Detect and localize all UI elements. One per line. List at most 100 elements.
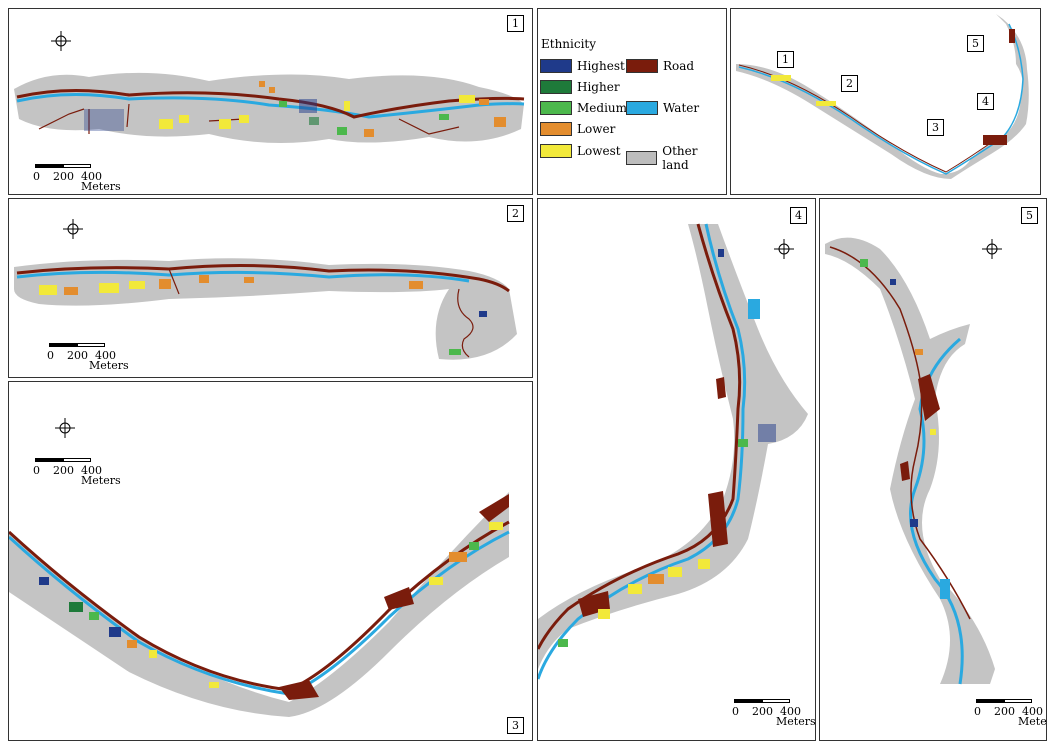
legend-item-water: Water	[626, 101, 699, 115]
map-panel-2-canvas	[14, 258, 517, 360]
scale-tick-200: 200	[994, 705, 1015, 718]
scale-tick-200: 200	[53, 464, 74, 477]
road-wide	[716, 377, 726, 399]
building-cluster-1	[84, 81, 506, 137]
legend-title: Ethnicity	[541, 37, 597, 51]
scale-tick-0: 0	[47, 349, 54, 362]
other-land-area	[825, 237, 995, 685]
road-wide	[900, 461, 910, 481]
scale-bar: 0 200 400 Meters	[33, 458, 121, 490]
legend-item-medium: Medium	[540, 101, 627, 115]
legend-label: Other land	[662, 144, 698, 172]
panel-number: 1	[507, 15, 524, 32]
overview-key-5: 5	[967, 35, 984, 52]
water-river	[538, 223, 747, 680]
road-main	[538, 223, 742, 650]
legend-panel: Ethnicity Highest Higher Medium Lower Lo…	[537, 8, 727, 195]
map-panel-3-canvas	[9, 492, 510, 717]
road-wide	[708, 491, 728, 547]
overview-river	[738, 23, 1024, 175]
map-panel-4-canvas	[538, 223, 808, 680]
scale-unit: Meters	[1018, 715, 1047, 728]
legend-swatch	[626, 59, 658, 73]
road-branch	[168, 268, 474, 358]
legend-swatch	[540, 122, 572, 136]
north-arrow-compass-icon	[774, 239, 794, 259]
legend-item-lowest: Lowest	[540, 144, 621, 158]
map-panel-3: 3 0 200 400 Meters	[8, 381, 533, 741]
panel-number: 5	[1021, 207, 1038, 224]
legend-swatch	[540, 80, 572, 94]
scale-bar: 0 200 400 Meters	[33, 164, 121, 194]
building-cluster-5	[860, 259, 950, 599]
map-panel-4: 4 0 200 400 Meters	[537, 198, 816, 741]
legend-swatch	[540, 59, 572, 73]
scale-unit: Meters	[776, 715, 816, 728]
map-panel-5-canvas	[825, 237, 995, 685]
legend-item-highest: Highest	[540, 59, 625, 73]
panel-number: 2	[507, 205, 524, 222]
scale-bar: 0 200 400 Meters	[974, 699, 1047, 733]
scale-tick-200: 200	[752, 705, 773, 718]
scale-tick-0: 0	[732, 705, 739, 718]
scale-unit: Meters	[81, 474, 121, 487]
map-panel-1-canvas	[14, 72, 525, 143]
building-cluster-4	[558, 249, 776, 647]
scale-tick-0: 0	[974, 705, 981, 718]
water-pond	[748, 299, 760, 319]
panel-number: 3	[507, 717, 524, 734]
legend-item-other-land: Other land	[626, 144, 726, 172]
scale-bar: 0 200 400 Meters	[47, 343, 129, 375]
road-wide	[384, 587, 414, 610]
legend-item-lower: Lower	[540, 122, 615, 136]
scale-tick-400: 400	[81, 170, 102, 183]
overview-land	[736, 14, 1029, 179]
scale-bar: 0 200 400 Meters	[732, 699, 816, 733]
legend-swatch	[626, 151, 658, 165]
legend-label: Highest	[577, 59, 625, 73]
scale-tick-400: 400	[780, 705, 801, 718]
water-river	[16, 270, 470, 283]
scale-tick-400: 400	[95, 349, 116, 362]
scale-unit: Meters	[89, 359, 129, 372]
legend-swatch	[626, 101, 658, 115]
north-arrow-compass-icon	[51, 31, 71, 51]
north-arrow-compass-icon	[63, 219, 83, 239]
north-arrow-compass-icon	[55, 418, 75, 438]
overview-panel: 1 2 3 4 5	[730, 8, 1041, 195]
overview-key-3: 3	[927, 119, 944, 136]
legend-item-road: Road	[626, 59, 694, 73]
other-land-area	[14, 72, 524, 143]
legend-label: Medium	[577, 101, 628, 115]
overview-key-2: 2	[841, 75, 858, 92]
scale-tick-0: 0	[33, 170, 40, 183]
scale-unit: Meters	[81, 180, 121, 193]
building-cluster-3	[39, 522, 503, 688]
map-panel-5: 5 0 200 400 Meters	[819, 198, 1047, 741]
legend-label: Lower	[577, 122, 616, 136]
scale-tick-400: 400	[1022, 705, 1043, 718]
legend-label: Higher	[577, 80, 620, 94]
road-main	[16, 263, 510, 293]
legend-label: Road	[663, 59, 695, 73]
map-panel-1: 1 0 200 400 Meters	[8, 8, 533, 195]
road-wide	[918, 374, 940, 421]
scale-tick-0: 0	[33, 464, 40, 477]
building-cluster-2	[39, 275, 487, 355]
overview-key-1: 1	[777, 51, 794, 68]
overview-canvas	[736, 14, 1029, 179]
panel-number: 4	[790, 207, 807, 224]
other-land-area	[9, 492, 509, 717]
map-panel-2: 2 0 200 400 Meters	[8, 198, 533, 378]
scale-tick-200: 200	[67, 349, 88, 362]
legend-swatch	[540, 144, 572, 158]
legend-label: Lowest	[577, 144, 621, 158]
legend-label: Water	[663, 101, 700, 115]
scale-tick-400: 400	[81, 464, 102, 477]
overview-key-4: 4	[977, 93, 994, 110]
legend-item-higher: Higher	[540, 80, 620, 94]
legend-swatch	[540, 101, 572, 115]
road-branch	[38, 103, 460, 135]
road-wide	[479, 494, 509, 522]
road-main	[829, 246, 971, 620]
